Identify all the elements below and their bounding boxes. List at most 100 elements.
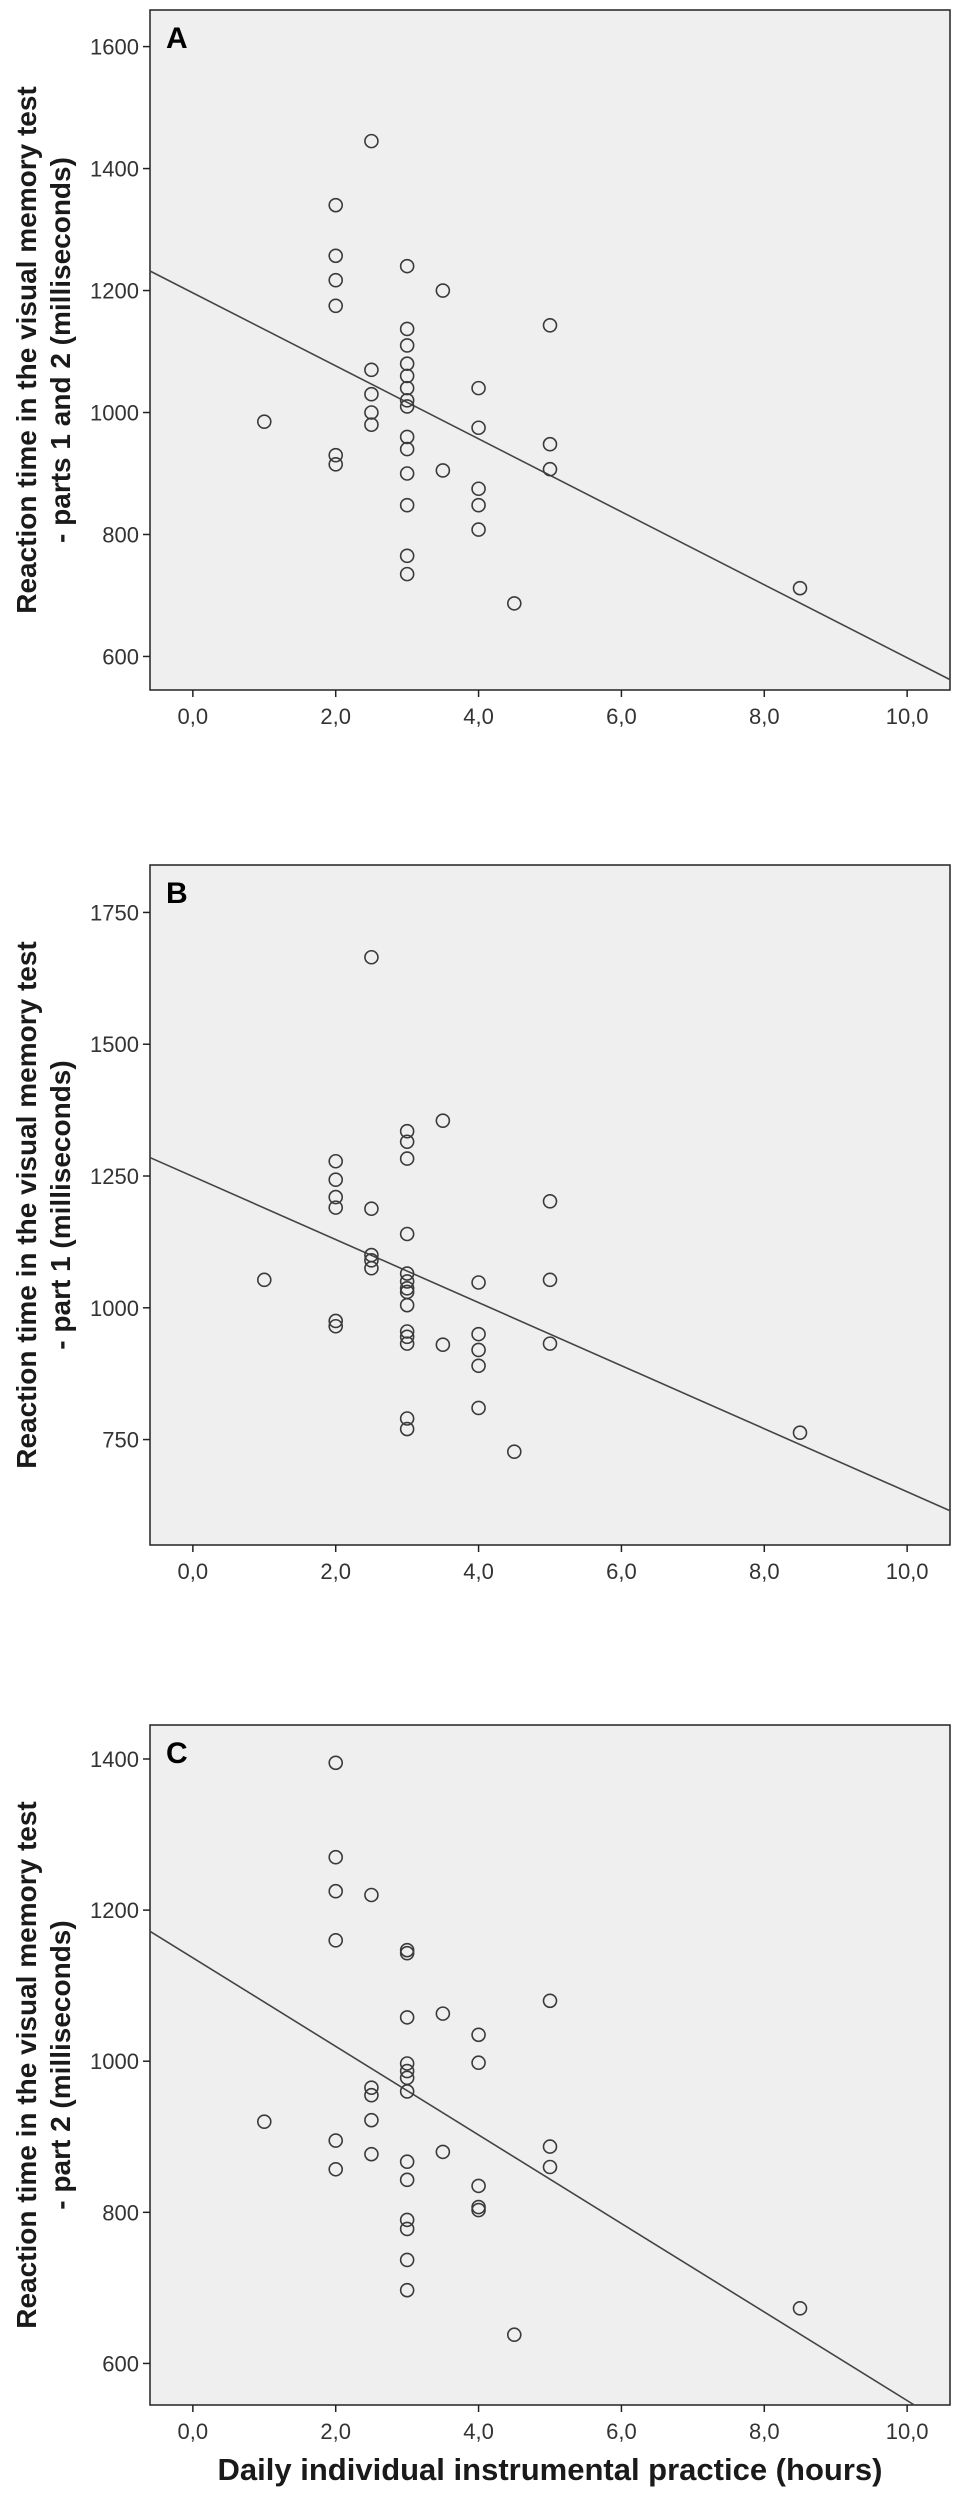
data-point-c-27 bbox=[471, 2027, 486, 2043]
data-point-a-34 bbox=[542, 318, 558, 333]
data-point-b-22 bbox=[399, 1329, 415, 1345]
data-point-a-8 bbox=[364, 362, 379, 378]
data-point-b-37 bbox=[792, 1425, 808, 1441]
data-point-c-19 bbox=[399, 2154, 415, 2170]
x-axis-label: Daily individual instrumental practice (… bbox=[218, 2452, 883, 2487]
x-tick-label-b-1: 2,0 bbox=[320, 1559, 351, 1584]
x-tick-label-b-2: 4,0 bbox=[463, 1559, 494, 1584]
data-point-c-24 bbox=[399, 2282, 415, 2298]
axis-ticks-a: 600 800 1000 1200 1400 1600 0,0 2,0 4,0 6,0 8,0 10,… bbox=[90, 35, 929, 729]
data-point-b-1 bbox=[328, 1153, 344, 1169]
data-point-b-17 bbox=[399, 1274, 415, 1289]
plot-area-a bbox=[149, 9, 951, 691]
y-tick-label-a-1: 800 bbox=[102, 522, 139, 547]
data-point-a-9 bbox=[364, 386, 379, 402]
data-point-a-20 bbox=[399, 429, 415, 445]
data-point-c-31 bbox=[471, 2202, 486, 2218]
data-point-c-16 bbox=[399, 2063, 415, 2079]
data-point-a-31 bbox=[471, 497, 486, 513]
data-point-a-22 bbox=[399, 466, 415, 481]
data-point-c-20 bbox=[399, 2172, 415, 2188]
data-point-a-14 bbox=[399, 338, 415, 353]
data-point-a-11 bbox=[364, 417, 379, 433]
data-point-a-28 bbox=[471, 380, 486, 396]
fit-line-c bbox=[149, 1930, 915, 2406]
data-point-a-29 bbox=[471, 420, 486, 436]
x-tick-label-b-0: 0,0 bbox=[178, 1559, 209, 1584]
data-point-c-14 bbox=[399, 2010, 415, 2025]
y-tick-label-a-4: 1400 bbox=[90, 157, 139, 182]
y-tick-label-b-4: 1750 bbox=[90, 900, 139, 925]
data-point-b-34 bbox=[542, 1194, 558, 1209]
data-point-c-5 bbox=[328, 2133, 344, 2148]
panel-label-a: A bbox=[166, 22, 188, 55]
x-tick-label-a-3: 6,0 bbox=[606, 704, 637, 729]
data-point-a-2 bbox=[328, 248, 344, 264]
data-points-a bbox=[256, 133, 808, 611]
y-tick-label-b-3: 1500 bbox=[90, 1032, 139, 1057]
plot-area-b bbox=[149, 864, 951, 1546]
data-points-c bbox=[256, 1755, 808, 2343]
data-point-b-36 bbox=[542, 1336, 558, 1351]
data-point-b-24 bbox=[399, 1411, 415, 1426]
data-point-a-5 bbox=[328, 447, 344, 463]
data-point-b-23 bbox=[399, 1336, 415, 1351]
data-point-a-10 bbox=[364, 405, 379, 420]
panel-b: B Reaction time in the visual memory tes… bbox=[11, 864, 951, 1584]
data-point-a-32 bbox=[471, 522, 486, 537]
data-points-b bbox=[256, 949, 808, 1459]
data-point-c-26 bbox=[435, 2144, 451, 2160]
y-axis-label-a-line1: Reaction time in the visual memory test bbox=[11, 86, 42, 614]
data-point-a-19 bbox=[399, 399, 415, 414]
x-tick-label-a-1: 2,0 bbox=[320, 704, 351, 729]
panel-a: A Reaction time in the visual memory tes… bbox=[11, 9, 951, 729]
y-tick-label-b-2: 1250 bbox=[90, 1164, 139, 1189]
y-tick-label-c-3: 1200 bbox=[90, 1898, 139, 1923]
data-point-c-25 bbox=[435, 2006, 451, 2021]
data-point-b-31 bbox=[471, 1358, 486, 1374]
data-point-a-35 bbox=[542, 436, 558, 452]
data-point-a-4 bbox=[328, 298, 344, 314]
data-point-b-27 bbox=[435, 1337, 451, 1352]
data-point-a-23 bbox=[399, 497, 415, 513]
y-axis-label-c-line2: - part 2 (milliseconds) bbox=[45, 1920, 76, 2209]
data-point-a-30 bbox=[471, 481, 486, 497]
data-point-c-9 bbox=[364, 2087, 379, 2103]
data-point-c-35 bbox=[542, 2159, 558, 2175]
x-tick-label-a-2: 4,0 bbox=[463, 704, 494, 729]
data-point-b-12 bbox=[399, 1123, 415, 1139]
data-point-c-10 bbox=[364, 2112, 379, 2128]
x-tick-label-b-5: 10,0 bbox=[886, 1559, 929, 1584]
data-point-b-13 bbox=[399, 1134, 415, 1150]
data-point-a-37 bbox=[792, 580, 808, 596]
data-point-c-34 bbox=[542, 2139, 558, 2154]
data-point-c-29 bbox=[471, 2178, 486, 2194]
data-point-b-29 bbox=[471, 1326, 486, 1342]
regression-line-b bbox=[149, 1156, 951, 1512]
data-point-c-32 bbox=[506, 2327, 522, 2343]
data-point-c-33 bbox=[542, 1993, 558, 2009]
data-point-c-22 bbox=[399, 2221, 415, 2237]
y-axis-label-a-line2: - parts 1 and 2 (milliseconds) bbox=[45, 157, 76, 543]
data-point-a-27 bbox=[435, 463, 451, 478]
data-point-b-0 bbox=[256, 1272, 272, 1288]
x-tick-label-c-5: 10,0 bbox=[886, 2419, 929, 2444]
plot-area-c bbox=[149, 1724, 951, 2406]
y-tick-label-a-0: 600 bbox=[102, 644, 139, 669]
data-point-a-26 bbox=[435, 283, 451, 298]
y-tick-label-b-0: 750 bbox=[102, 1428, 139, 1453]
data-point-b-14 bbox=[399, 1151, 415, 1166]
data-point-b-33 bbox=[506, 1444, 522, 1459]
data-point-c-8 bbox=[364, 2080, 379, 2095]
data-point-b-16 bbox=[399, 1266, 415, 1281]
y-tick-label-c-1: 800 bbox=[102, 2200, 139, 2225]
data-point-b-26 bbox=[435, 1113, 451, 1128]
data-point-b-35 bbox=[542, 1272, 558, 1288]
data-point-b-30 bbox=[471, 1342, 486, 1358]
x-tick-label-b-4: 8,0 bbox=[749, 1559, 780, 1584]
panel-label-c: C bbox=[166, 1737, 188, 1770]
data-point-a-12 bbox=[399, 258, 415, 274]
x-tick-label-a-5: 10,0 bbox=[886, 704, 929, 729]
panel-label-b: B bbox=[166, 877, 188, 910]
data-point-b-10 bbox=[364, 1253, 379, 1268]
